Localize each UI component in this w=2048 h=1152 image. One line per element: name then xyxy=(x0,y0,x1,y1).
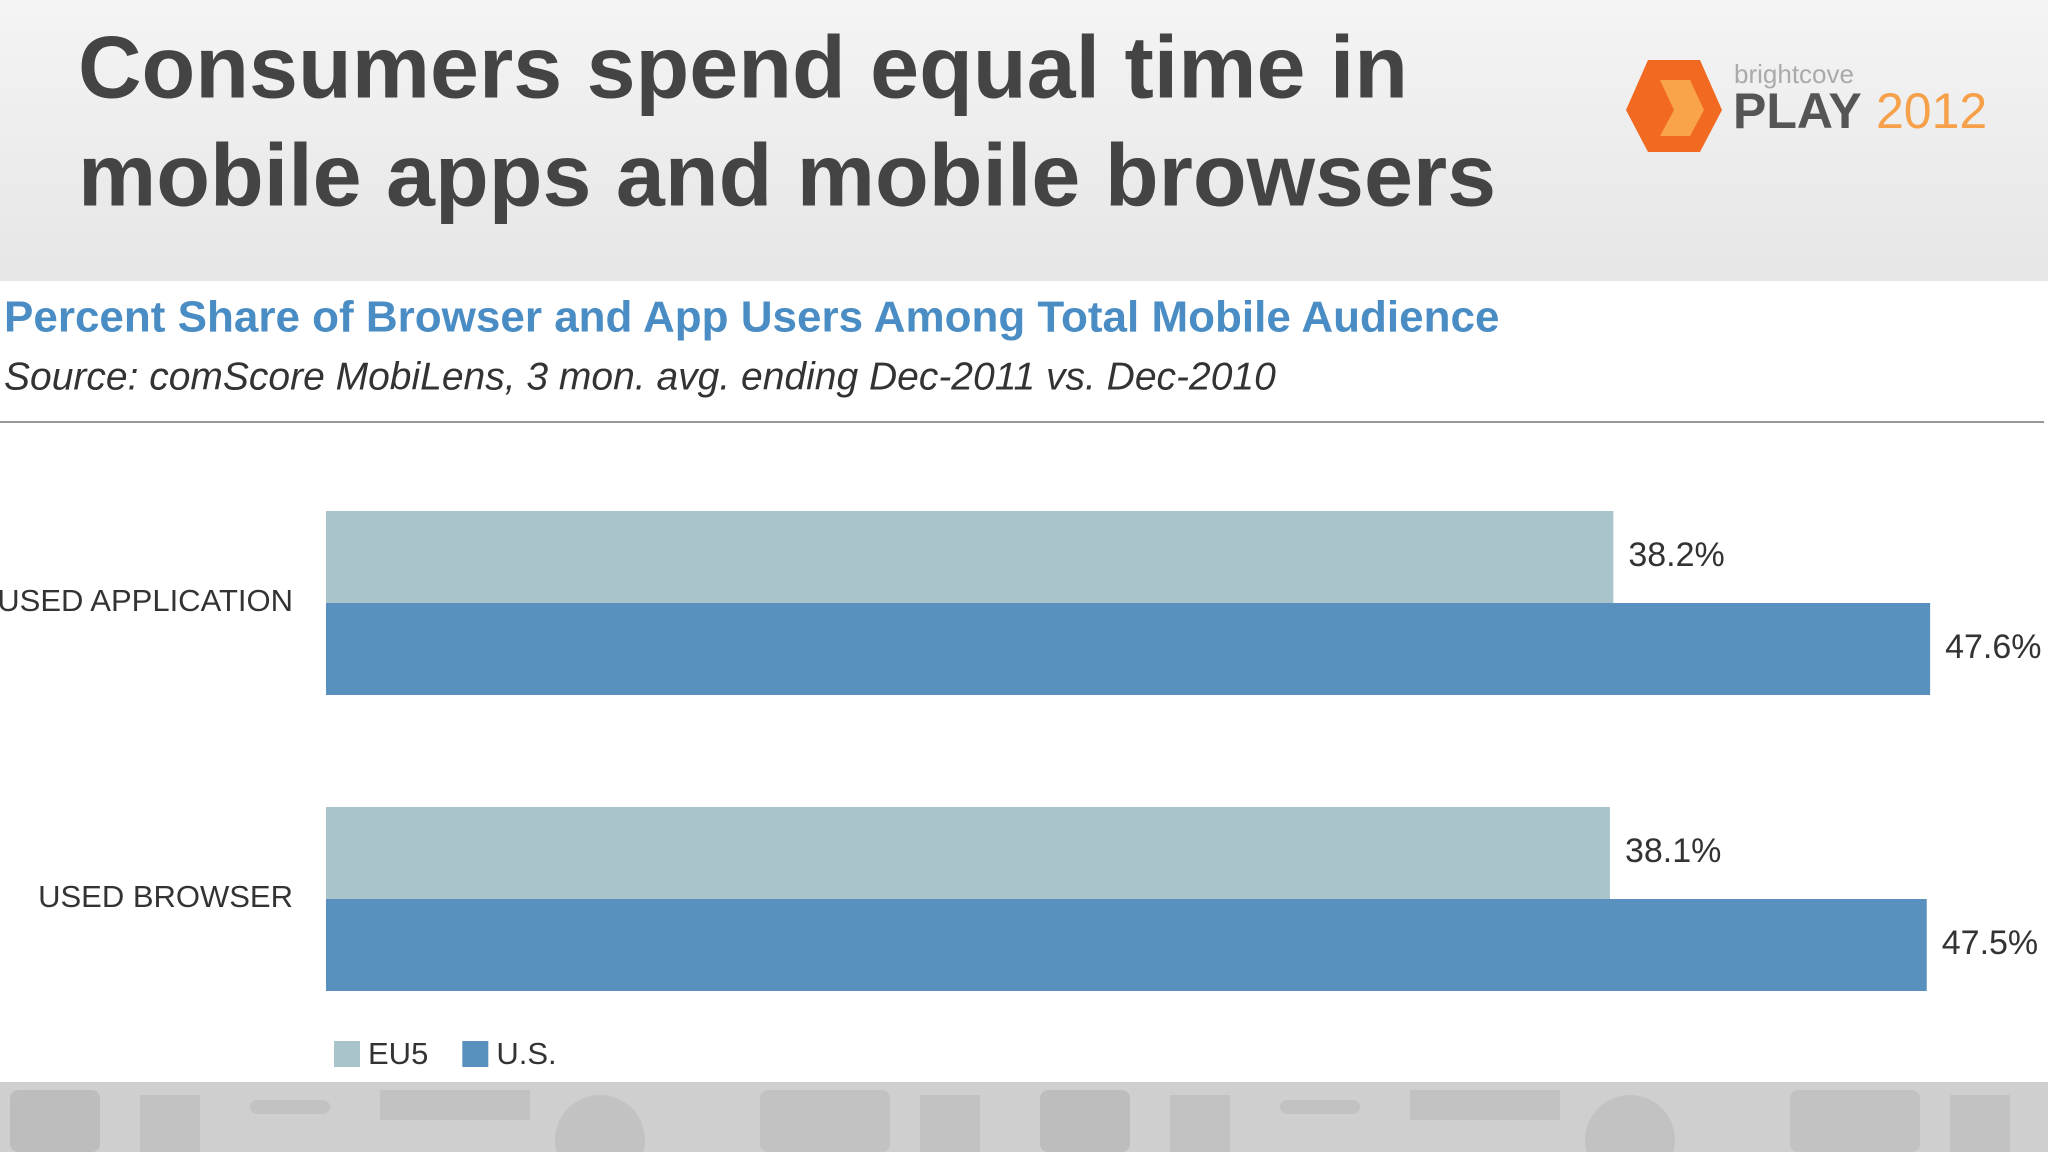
header-bg xyxy=(0,0,2048,281)
category-label: USED BROWSER xyxy=(38,879,293,914)
legend-swatch xyxy=(462,1041,489,1067)
value-label: 38.1% xyxy=(1625,832,1721,870)
logo-year: 2012 xyxy=(1876,83,1987,139)
legend-swatch xyxy=(334,1041,360,1067)
value-label: 47.6% xyxy=(1945,628,2041,666)
bar xyxy=(326,807,1610,899)
bar xyxy=(326,603,1931,695)
slide-title: Consumers spend equal time in xyxy=(78,17,1408,116)
bar xyxy=(326,899,1927,991)
logo-brand: brightcove xyxy=(1734,59,1854,89)
logo: brightcove PLAY 2012 xyxy=(1626,59,1987,152)
legend-label: EU5 xyxy=(368,1036,428,1071)
legend-label: U.S. xyxy=(496,1036,556,1071)
footer-strip xyxy=(0,1082,2048,1152)
bar xyxy=(326,511,1614,603)
value-label: 47.5% xyxy=(1942,924,2038,962)
category-label: USED APPLICATION xyxy=(0,583,293,618)
value-label: 38.2% xyxy=(1628,536,1724,574)
slide-title: mobile apps and mobile browsers xyxy=(78,125,1496,224)
chart-subtitle: Source: comScore MobiLens, 3 mon. avg. e… xyxy=(4,355,1276,398)
chart-title: Percent Share of Browser and App Users A… xyxy=(4,293,1499,342)
logo-name: PLAY xyxy=(1733,83,1862,139)
